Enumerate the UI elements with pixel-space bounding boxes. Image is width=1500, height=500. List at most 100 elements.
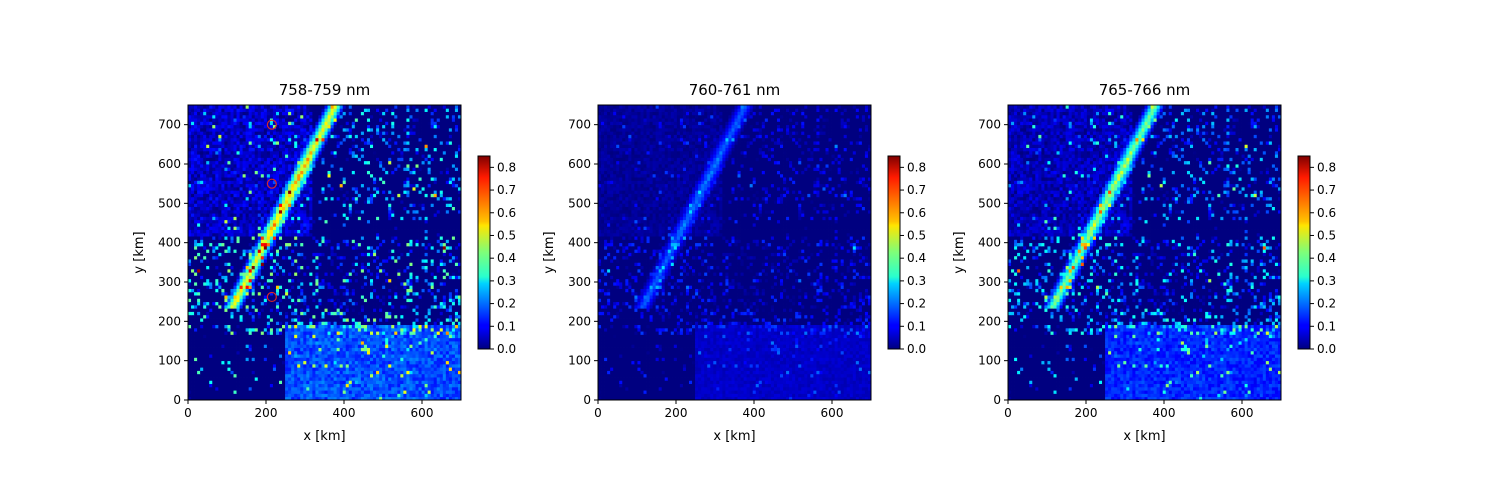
heatmap-cell	[342, 295, 347, 299]
heatmap-cell	[391, 314, 395, 319]
heatmap-cell	[379, 341, 383, 345]
heatmap-cell	[215, 301, 219, 306]
heatmap-cell	[300, 373, 304, 378]
heatmap-cell	[266, 245, 271, 250]
heatmap-cell	[227, 288, 231, 293]
heatmap-cell	[248, 396, 253, 401]
heatmap-cell	[191, 390, 195, 394]
heatmap-cell	[206, 282, 210, 286]
heatmap-cell	[230, 354, 234, 358]
heatmap-cell	[285, 259, 289, 263]
heatmap-cell	[451, 337, 456, 342]
heatmap-cell	[379, 278, 383, 283]
heatmap-cell	[345, 272, 350, 276]
heatmap-cell	[345, 249, 350, 253]
heatmap-cell	[421, 288, 425, 293]
heatmap-cell	[218, 318, 222, 322]
heatmap-cell	[457, 239, 462, 244]
heatmap-cell	[263, 331, 268, 335]
heatmap-cell	[242, 298, 247, 303]
heatmap-cell	[379, 314, 383, 319]
heatmap-cell	[445, 229, 450, 234]
heatmap-cell	[248, 377, 253, 381]
heatmap-cell	[394, 242, 398, 247]
heatmap-cell	[263, 341, 268, 345]
heatmap-cell	[345, 390, 350, 394]
heatmap-cell	[397, 265, 401, 270]
heatmap-cell	[354, 265, 359, 270]
heatmap-cell	[400, 373, 404, 378]
heatmap-cell	[451, 275, 456, 280]
heatmap-cell	[385, 272, 389, 276]
heatmap-cell	[188, 393, 192, 398]
heatmap-cell	[421, 380, 425, 385]
heatmap-cell	[194, 396, 198, 401]
heatmap-cell	[333, 344, 338, 348]
heatmap-cell	[251, 390, 256, 394]
heatmap-cell	[309, 239, 313, 244]
heatmap-cell	[306, 341, 310, 345]
heatmap-cell	[376, 304, 380, 309]
heatmap-cell	[391, 275, 395, 280]
heatmap-cell	[251, 288, 256, 293]
heatmap-cell	[363, 242, 368, 247]
heatmap-cell	[403, 219, 407, 224]
heatmap-cell	[212, 347, 216, 352]
heatmap-cell	[382, 282, 386, 286]
heatmap-cell	[382, 390, 386, 394]
heatmap-cell	[448, 245, 453, 250]
heatmap-cell	[233, 282, 237, 286]
heatmap-cell	[194, 304, 198, 309]
heatmap-cell	[442, 265, 447, 270]
heatmap-cell	[357, 390, 362, 394]
heatmap-cell	[336, 393, 341, 398]
heatmap-cell	[457, 236, 462, 240]
heatmap-cell	[321, 249, 325, 253]
heatmap-cell	[218, 373, 222, 378]
heatmap-cell	[257, 324, 262, 329]
heatmap-cell	[351, 327, 356, 332]
heatmap-cell	[209, 341, 213, 345]
heatmap-cell	[318, 377, 322, 381]
heatmap-cell	[373, 354, 377, 358]
heatmap-cell	[406, 350, 410, 355]
heatmap-cell	[360, 331, 365, 335]
heatmap-cell	[218, 249, 222, 253]
heatmap-cell	[400, 357, 404, 362]
heatmap-cell	[188, 341, 192, 345]
heatmap-cell	[266, 278, 271, 283]
heatmap-cell	[445, 272, 450, 276]
heatmap-cell	[239, 272, 243, 276]
heatmap-cell	[430, 282, 435, 286]
heatmap-cell	[260, 239, 265, 244]
heatmap-cell	[197, 298, 201, 303]
heatmap-cell	[282, 357, 286, 362]
heatmap-cell	[197, 242, 201, 247]
heatmap-cell	[451, 363, 456, 368]
heatmap-cell	[388, 265, 392, 270]
heatmap-cell	[272, 344, 277, 348]
heatmap-cell	[260, 357, 265, 362]
heatmap-cell	[221, 350, 225, 355]
heatmap-cell	[309, 354, 313, 358]
heatmap-cell	[445, 314, 450, 319]
heatmap-cell	[306, 396, 310, 401]
heatmap-cell	[239, 344, 243, 348]
heatmap-cell	[248, 291, 253, 296]
heatmap-cell	[409, 396, 413, 401]
heatmap-cell	[248, 298, 253, 303]
heatmap-cell	[215, 337, 219, 342]
heatmap-cell	[260, 344, 265, 348]
heatmap-cell	[336, 308, 341, 312]
heatmap-cell	[272, 377, 277, 381]
heatmap-cell	[370, 255, 374, 260]
heatmap-cell	[376, 377, 380, 381]
heatmap-cell	[348, 229, 353, 234]
heatmap-cell	[269, 318, 274, 322]
heatmap-cell	[348, 295, 353, 299]
heatmap-cell	[236, 232, 240, 237]
heatmap-cell	[230, 216, 234, 221]
heatmap-cell	[272, 311, 277, 316]
heatmap-cell	[433, 373, 438, 378]
heatmap-cell	[315, 229, 319, 234]
